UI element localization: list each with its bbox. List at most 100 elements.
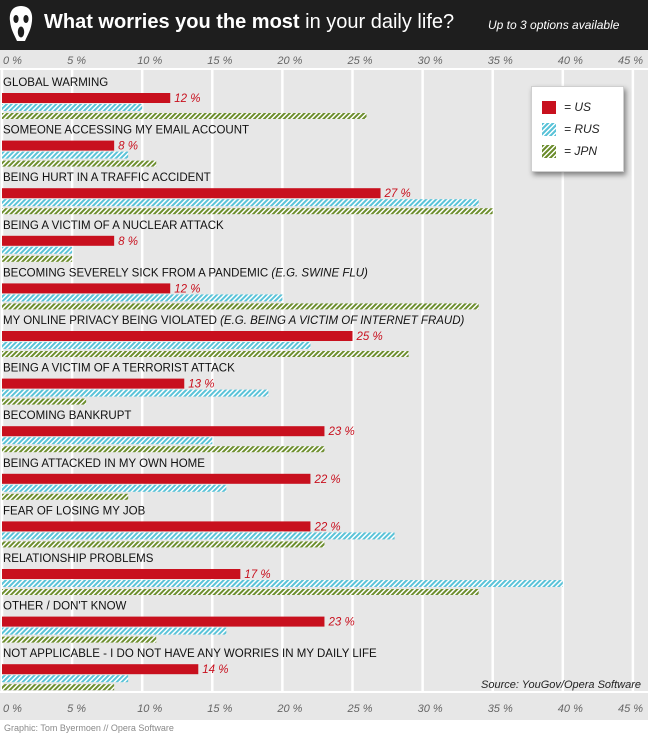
legend-item-rus: = RUS: [542, 122, 600, 136]
top-axis-line: [0, 68, 648, 70]
x-tick-label-top: 10 %: [137, 55, 162, 67]
bar-rus: [2, 532, 395, 540]
bar-us: [2, 93, 171, 103]
data-label-us: 12 %: [174, 93, 200, 105]
bar-us: [2, 664, 199, 675]
scream-face-icon: [9, 6, 33, 41]
category-label-text: BECOMING SEVERELY SICK FROM A PANDEMIC: [3, 267, 271, 279]
legend-swatch-us: [542, 100, 556, 114]
legend-item-us: = US: [542, 100, 591, 114]
x-tick-label-bottom: 15 %: [207, 703, 232, 715]
bar-us: [2, 235, 115, 246]
bar-us: [2, 569, 241, 579]
bar-rus: [2, 484, 227, 492]
x-tick-label-bottom: 5 %: [67, 703, 86, 715]
legend: = US = RUS = JPN: [531, 86, 624, 172]
category-label: SOMEONE ACCESSING MY EMAIL ACCOUNT: [3, 125, 249, 137]
category-label-text: NOT APPLICABLE - I DO NOT HAVE ANY WORRI…: [3, 648, 377, 660]
bar-rus: [2, 104, 143, 111]
x-tick-label-bottom: 40 %: [558, 703, 583, 715]
bar-us: [2, 188, 381, 199]
category-label: BEING HURT IN A TRAFFIC ACCIDENT: [3, 172, 211, 184]
category-label-text: RELATIONSHIP PROBLEMS: [3, 553, 154, 565]
data-label-us: 27 %: [384, 188, 411, 200]
x-tick-label-top: 30 %: [418, 55, 443, 67]
data-label-us: 23 %: [327, 426, 354, 438]
bar-jpn: [2, 541, 325, 548]
data-label-us: 12 %: [174, 283, 200, 295]
x-tick-label-top: 5 %: [67, 55, 86, 67]
data-label-us: 8 %: [118, 141, 138, 153]
category-label: BECOMING SEVERELY SICK FROM A PANDEMIC (…: [3, 267, 368, 279]
legend-label-us: = US: [564, 100, 592, 114]
bar-jpn: [2, 255, 73, 262]
legend-label-jpn: = JPN: [564, 144, 598, 158]
x-tick-label-bottom: 45 %: [618, 703, 643, 715]
category-label-text: BEING ATTACKED IN MY OWN HOME: [3, 458, 205, 470]
category-label-text: GLOBAL WARMING: [3, 77, 108, 89]
chart-title-bold: What worries you the most: [44, 11, 300, 33]
category-label-text: BECOMING BANKRUPT: [3, 410, 131, 422]
bar-rus: [2, 627, 227, 635]
bar-rus: [2, 675, 129, 683]
bar-jpn: [2, 160, 157, 167]
data-label-us: 22 %: [313, 474, 340, 486]
bar-jpn: [2, 303, 479, 310]
graphic-credit: Graphic: Tom Byermoen // Opera Software: [4, 723, 174, 733]
chart-title: What worries you the most in your daily …: [44, 11, 454, 34]
bar-jpn: [2, 684, 115, 691]
x-tick-label-bottom: 20 %: [276, 703, 302, 715]
data-label-us: 23 %: [327, 617, 354, 629]
category-label: BECOMING BANKRUPT: [3, 410, 131, 422]
source-note: Source: YouGov/Opera Software: [481, 679, 641, 691]
bar-jpn: [2, 589, 479, 595]
category-label: RELATIONSHIP PROBLEMS: [3, 553, 154, 565]
header-bar: What worries you the most in your daily …: [0, 0, 648, 50]
legend-item-jpn: = JPN: [542, 144, 597, 158]
bar-us: [2, 473, 311, 484]
x-tick-label-bottom: 25 %: [347, 703, 373, 715]
chart-title-rest: in your daily life?: [299, 11, 455, 33]
bar-rus: [2, 199, 479, 207]
category-label-text: FEAR OF LOSING MY JOB: [3, 505, 146, 517]
bar-rus: [2, 437, 213, 445]
x-tick-label-top: 20 %: [276, 55, 302, 67]
bar-us: [2, 283, 171, 294]
data-label-us: 13 %: [188, 379, 214, 391]
x-tick-label-bottom: 0 %: [3, 703, 22, 715]
bar-chart: 0 % 0 % 5 % 5 % 10 % 10 % 15 % 15 % 20 % 20 % 25 %…: [0, 55, 648, 715]
category-label-text: SOMEONE ACCESSING MY EMAIL ACCOUNT: [3, 125, 249, 137]
x-tick-label-top: 40 %: [558, 55, 583, 67]
data-label-us: 14 %: [202, 664, 228, 676]
x-tick-label-top: 15 %: [207, 55, 232, 67]
bottom-axis-line: [0, 691, 648, 693]
category-label-text: BEING A VICTIM OF A TERRORIST ATTACK: [3, 363, 235, 375]
category-label-note: (E.G. SWINE FLU): [271, 267, 368, 279]
bar-jpn: [2, 398, 87, 405]
bar-rus: [2, 389, 269, 397]
category-label-text: BEING HURT IN A TRAFFIC ACCIDENT: [3, 172, 211, 184]
bar-rus: [2, 580, 563, 587]
bar-rus: [2, 246, 73, 254]
bar-jpn: [2, 446, 325, 453]
bar-jpn: [2, 351, 409, 357]
bar-us: [2, 616, 325, 627]
x-tick-label-bottom: 30 %: [418, 703, 443, 715]
x-tick-label-bottom: 10 %: [137, 703, 162, 715]
bar-us: [2, 426, 325, 437]
category-label: OTHER / DON'T KNOW: [3, 601, 127, 613]
category-label: MY ONLINE PRIVACY BEING VIOLATED (E.G. B…: [3, 315, 465, 327]
category-label: BEING A VICTIM OF A TERRORIST ATTACK: [3, 363, 235, 375]
legend-label-rus: = RUS: [564, 122, 600, 136]
bar-jpn: [2, 493, 129, 500]
category-label-text: MY ONLINE PRIVACY BEING VIOLATED: [3, 315, 220, 327]
x-tick-label-top: 0 %: [3, 55, 22, 67]
legend-swatch-jpn: [542, 144, 556, 158]
bar-us: [2, 378, 185, 389]
legend-swatch-rus: [542, 122, 556, 136]
x-tick-label-top: 35 %: [488, 55, 513, 67]
category-label-text: OTHER / DON'T KNOW: [3, 601, 127, 613]
category-label-note: (E.G. BEING A VICTIM OF INTERNET FRAUD): [220, 315, 464, 327]
category-label: GLOBAL WARMING: [3, 77, 108, 89]
category-label: BEING A VICTIM OF A NUCLEAR ATTACK: [3, 220, 224, 232]
